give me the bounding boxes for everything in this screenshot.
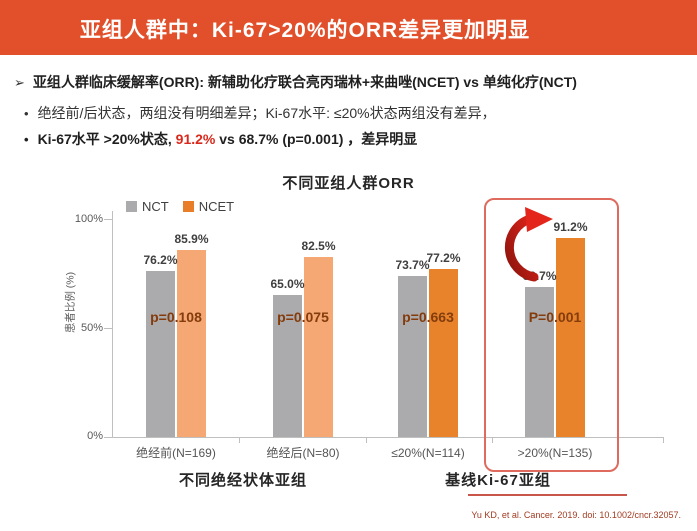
x-axis-line [112,437,664,438]
y-tick-50 [104,328,112,329]
legend-item-ncet: NCET [182,199,235,214]
bullet-dot-icon: • [24,106,29,121]
x-tick-2 [366,438,367,443]
legend-label-ncet: NCET [198,199,235,214]
citation: Yu KD, et al. Cancer. 2019. doi: 10.1002… [471,510,681,520]
legend-item-nct: NCT [126,199,169,214]
p-value-1: p=0.075 [277,309,329,325]
bullet-dot-icon: • [24,132,29,147]
highlight-box [484,198,619,472]
highlight-arrow-icon [504,207,553,282]
category-label-3: >20%(N=135) [517,446,593,460]
y-tick-label-0: 0% [87,430,103,442]
bar-ncet-2 [429,269,458,437]
bar-ncet-0 [177,250,206,437]
y-tick-label-100: 100% [74,213,103,225]
group-label-0: 不同绝经状体亚组 [178,472,307,489]
bullet-line-1-text: 亚组人群临床缓解率(ORR): 新辅助化疗联合亮丙瑞林+来曲唑(NCET) vs… [32,74,577,90]
p-value-0: p=0.108 [150,309,202,325]
x-tick-3 [492,438,493,443]
bar-value-ncet-1: 82.5% [301,239,336,253]
bullet-line-3-prefix: Ki-67水平 >20%状态, [37,131,176,147]
legend-label-nct: NCT [142,199,169,214]
y-tick-label-50: 50% [80,322,103,334]
bullet-arrow-icon: ➢ [14,75,25,90]
bar-nct-3 [525,287,554,437]
nct-swatch-icon [126,201,137,212]
highlight-percent: 91.2% [175,131,216,147]
ncet-swatch-icon [182,201,194,212]
bar-value-nct-2: 73.7% [395,258,430,272]
chart-title: 不同亚组人群ORR [282,175,415,192]
p-value-2: p=0.663 [402,309,454,325]
category-label-0: 绝经前(N=169) [136,446,216,460]
bullet-line-3: • Ki-67水平 >20%状态, 91.2% vs 68.7% (p=0.001… [24,129,684,150]
slide-title: 亚组人群中：Ki-67>20%的ORR差异更加明显 [79,19,531,42]
bar-nct-0 [146,271,175,437]
group-label-1: 基线Ki-67亚组 [445,472,551,489]
bar-value-ncet-3: 91.2% [553,220,588,234]
p-value-3: P=0.001 [528,309,582,325]
bullet-line-1: ➢ 亚组人群临床缓解率(ORR): 新辅助化疗联合亮丙瑞林+来曲唑(NCET) v… [14,71,694,94]
category-label-1: 绝经后(N=80) [266,446,340,460]
category-label-2: ≤20%(N=114) [391,446,465,460]
bar-nct-2 [398,276,427,437]
bullet-line-3-suffix: vs 68.7% (p=0.001) ，差异明显 [215,131,418,147]
y-tick-100 [104,219,112,220]
bar-value-nct-0: 76.2% [143,253,178,267]
chart-legend: NCT NCET [126,199,234,214]
bullet-line-2-text: 绝经前/后状态，两组没有明细差异；Ki-67水平: ≤20%状态两组没有差异， [37,105,496,121]
banner: 亚组人群中：Ki-67>20%的ORR差异更加明显 [0,0,697,55]
bar-nct-1 [273,295,302,437]
bar-value-ncet-2: 77.2% [426,251,461,265]
bar-value-ncet-0: 85.9% [174,232,209,246]
bar-ncet-3 [556,238,585,437]
x-tick-1 [239,438,240,443]
bar-value-nct-1: 65.0% [270,277,305,291]
y-axis-line [112,211,113,438]
x-tick-4 [663,438,664,443]
bar-ncet-1 [304,257,333,437]
group-underline [468,494,627,496]
y-tick-0 [104,437,112,438]
bullet-line-2: • 绝经前/后状态，两组没有明细差异；Ki-67水平: ≤20%状态两组没有差异， [24,103,684,124]
y-axis-title: 患者比例 (%) [64,271,77,334]
